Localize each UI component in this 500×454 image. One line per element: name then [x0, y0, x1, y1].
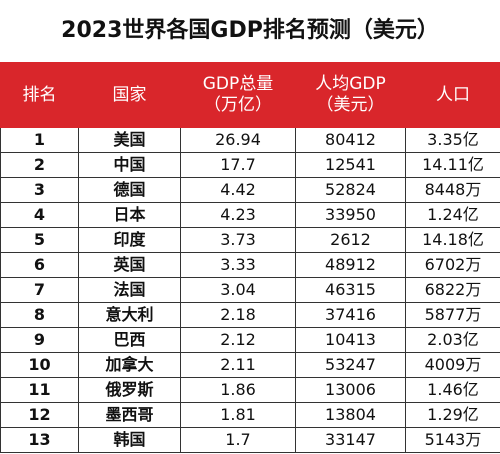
header-text: GDP总量 [202, 74, 274, 94]
title: 2023世界各国GDP排名预测（美元） [61, 18, 439, 43]
table-cell: 1.24亿 [405, 202, 500, 228]
table-cell: 1.29亿 [405, 402, 500, 428]
table-cell: 英国 [78, 252, 181, 278]
header-text: （美元） [316, 95, 385, 115]
table-cell: 1.7 [180, 427, 296, 453]
table-cell: 2.11 [180, 352, 296, 378]
table-cell: 3.04 [180, 277, 296, 303]
table-row: 1 美国 26.94 80412 3.35亿 [0, 127, 500, 153]
table-cell: 3 [0, 177, 79, 203]
table-cell: 4009万 [405, 352, 500, 378]
table-cell: 1.86 [180, 377, 296, 403]
header-text: 排名 [22, 84, 57, 105]
table-cell: 2.12 [180, 327, 296, 353]
table-cell: 2 [0, 152, 79, 178]
table-cell: 12541 [295, 152, 406, 178]
table-cell: 11 [0, 377, 79, 403]
table-cell: 1 [0, 127, 79, 153]
table-cell: 12 [0, 402, 79, 428]
table-cell: 6 [0, 252, 79, 278]
table-cell: 13804 [295, 402, 406, 428]
header-cell: 国家 [78, 62, 181, 128]
header-text: 人均GDP [315, 74, 386, 94]
table-cell: 法国 [78, 277, 181, 303]
header-cell: 人均GDP （美元） [295, 62, 406, 128]
table-cell: 印度 [78, 227, 181, 253]
table-cell: 4.42 [180, 177, 296, 203]
table-cell: 4 [0, 202, 79, 228]
table-cell: 3.33 [180, 252, 296, 278]
table-cell: 巴西 [78, 327, 181, 353]
table-cell: 8448万 [405, 177, 500, 203]
table-cell: 2.18 [180, 302, 296, 328]
header-row: 排名 国家 GDP总量 （万亿） 人均GDP （美元） 人口 [0, 62, 500, 128]
table-row: 13 韩国 1.7 33147 5143万 [0, 427, 500, 453]
table-cell: 6702万 [405, 252, 500, 278]
table-cell: 10413 [295, 327, 406, 353]
table-cell: 17.7 [180, 152, 296, 178]
table-row: 12 墨西哥 1.81 13804 1.29亿 [0, 402, 500, 428]
table-cell: 2.03亿 [405, 327, 500, 353]
header-cell: GDP总量 （万亿） [180, 62, 296, 128]
table-row: 9 巴西 2.12 10413 2.03亿 [0, 327, 500, 353]
header-cell: 人口 [405, 62, 500, 128]
table-row: 10 加拿大 2.11 53247 4009万 [0, 352, 500, 378]
table-cell: 5 [0, 227, 79, 253]
table-cell: 5143万 [405, 427, 500, 453]
table-cell: 3.35亿 [405, 127, 500, 153]
table-cell: 14.18亿 [405, 227, 500, 253]
table-cell: 4.23 [180, 202, 296, 228]
table-cell: 1.81 [180, 402, 296, 428]
table-cell: 26.94 [180, 127, 296, 153]
table-body: 1 美国 26.94 80412 3.35亿 2 中国 17.7 12541 14.11亿 3 德国 4… [0, 127, 500, 453]
table-cell: 33950 [295, 202, 406, 228]
table-cell: 33147 [295, 427, 406, 453]
table-cell: 韩国 [78, 427, 181, 453]
table-cell: 5877万 [405, 302, 500, 328]
table-row: 11 俄罗斯 1.86 13006 1.46亿 [0, 377, 500, 403]
table-cell: 加拿大 [78, 352, 181, 378]
table-cell: 中国 [78, 152, 181, 178]
table-row: 3 德国 4.42 52824 8448万 [0, 177, 500, 203]
table-cell: 2612 [295, 227, 406, 253]
table-row: 2 中国 17.7 12541 14.11亿 [0, 152, 500, 178]
table-cell: 8 [0, 302, 79, 328]
table-cell: 墨西哥 [78, 402, 181, 428]
header-text: 国家 [112, 84, 147, 105]
table-cell: 48912 [295, 252, 406, 278]
table-cell: 37416 [295, 302, 406, 328]
table-cell: 3.73 [180, 227, 296, 253]
table-cell: 80412 [295, 127, 406, 153]
table-row: 7 法国 3.04 46315 6822万 [0, 277, 500, 303]
table-cell: 7 [0, 277, 79, 303]
table-cell: 52824 [295, 177, 406, 203]
table-cell: 13 [0, 427, 79, 453]
table-cell: 9 [0, 327, 79, 353]
table-cell: 14.11亿 [405, 152, 500, 178]
table-row: 5 印度 3.73 2612 14.18亿 [0, 227, 500, 253]
table-cell: 53247 [295, 352, 406, 378]
table-cell: 13006 [295, 377, 406, 403]
header-cell: 排名 [0, 62, 79, 128]
table-cell: 6822万 [405, 277, 500, 303]
table-cell: 46315 [295, 277, 406, 303]
table-cell: 美国 [78, 127, 181, 153]
table-cell: 1.46亿 [405, 377, 500, 403]
gdp-table: 排名 国家 GDP总量 （万亿） 人均GDP （美元） 人口 1 美国 26.94 80412 3.… [0, 62, 500, 453]
table-row: 4 日本 4.23 33950 1.24亿 [0, 202, 500, 228]
table-row: 6 英国 3.33 48912 6702万 [0, 252, 500, 278]
table-cell: 10 [0, 352, 79, 378]
table-cell: 日本 [78, 202, 181, 228]
header-text: （万亿） [204, 95, 272, 115]
header-text: 人口 [436, 84, 470, 105]
table-cell: 意大利 [78, 302, 181, 328]
table-cell: 俄罗斯 [78, 377, 181, 403]
table-cell: 德国 [78, 177, 181, 203]
table-row: 8 意大利 2.18 37416 5877万 [0, 302, 500, 328]
